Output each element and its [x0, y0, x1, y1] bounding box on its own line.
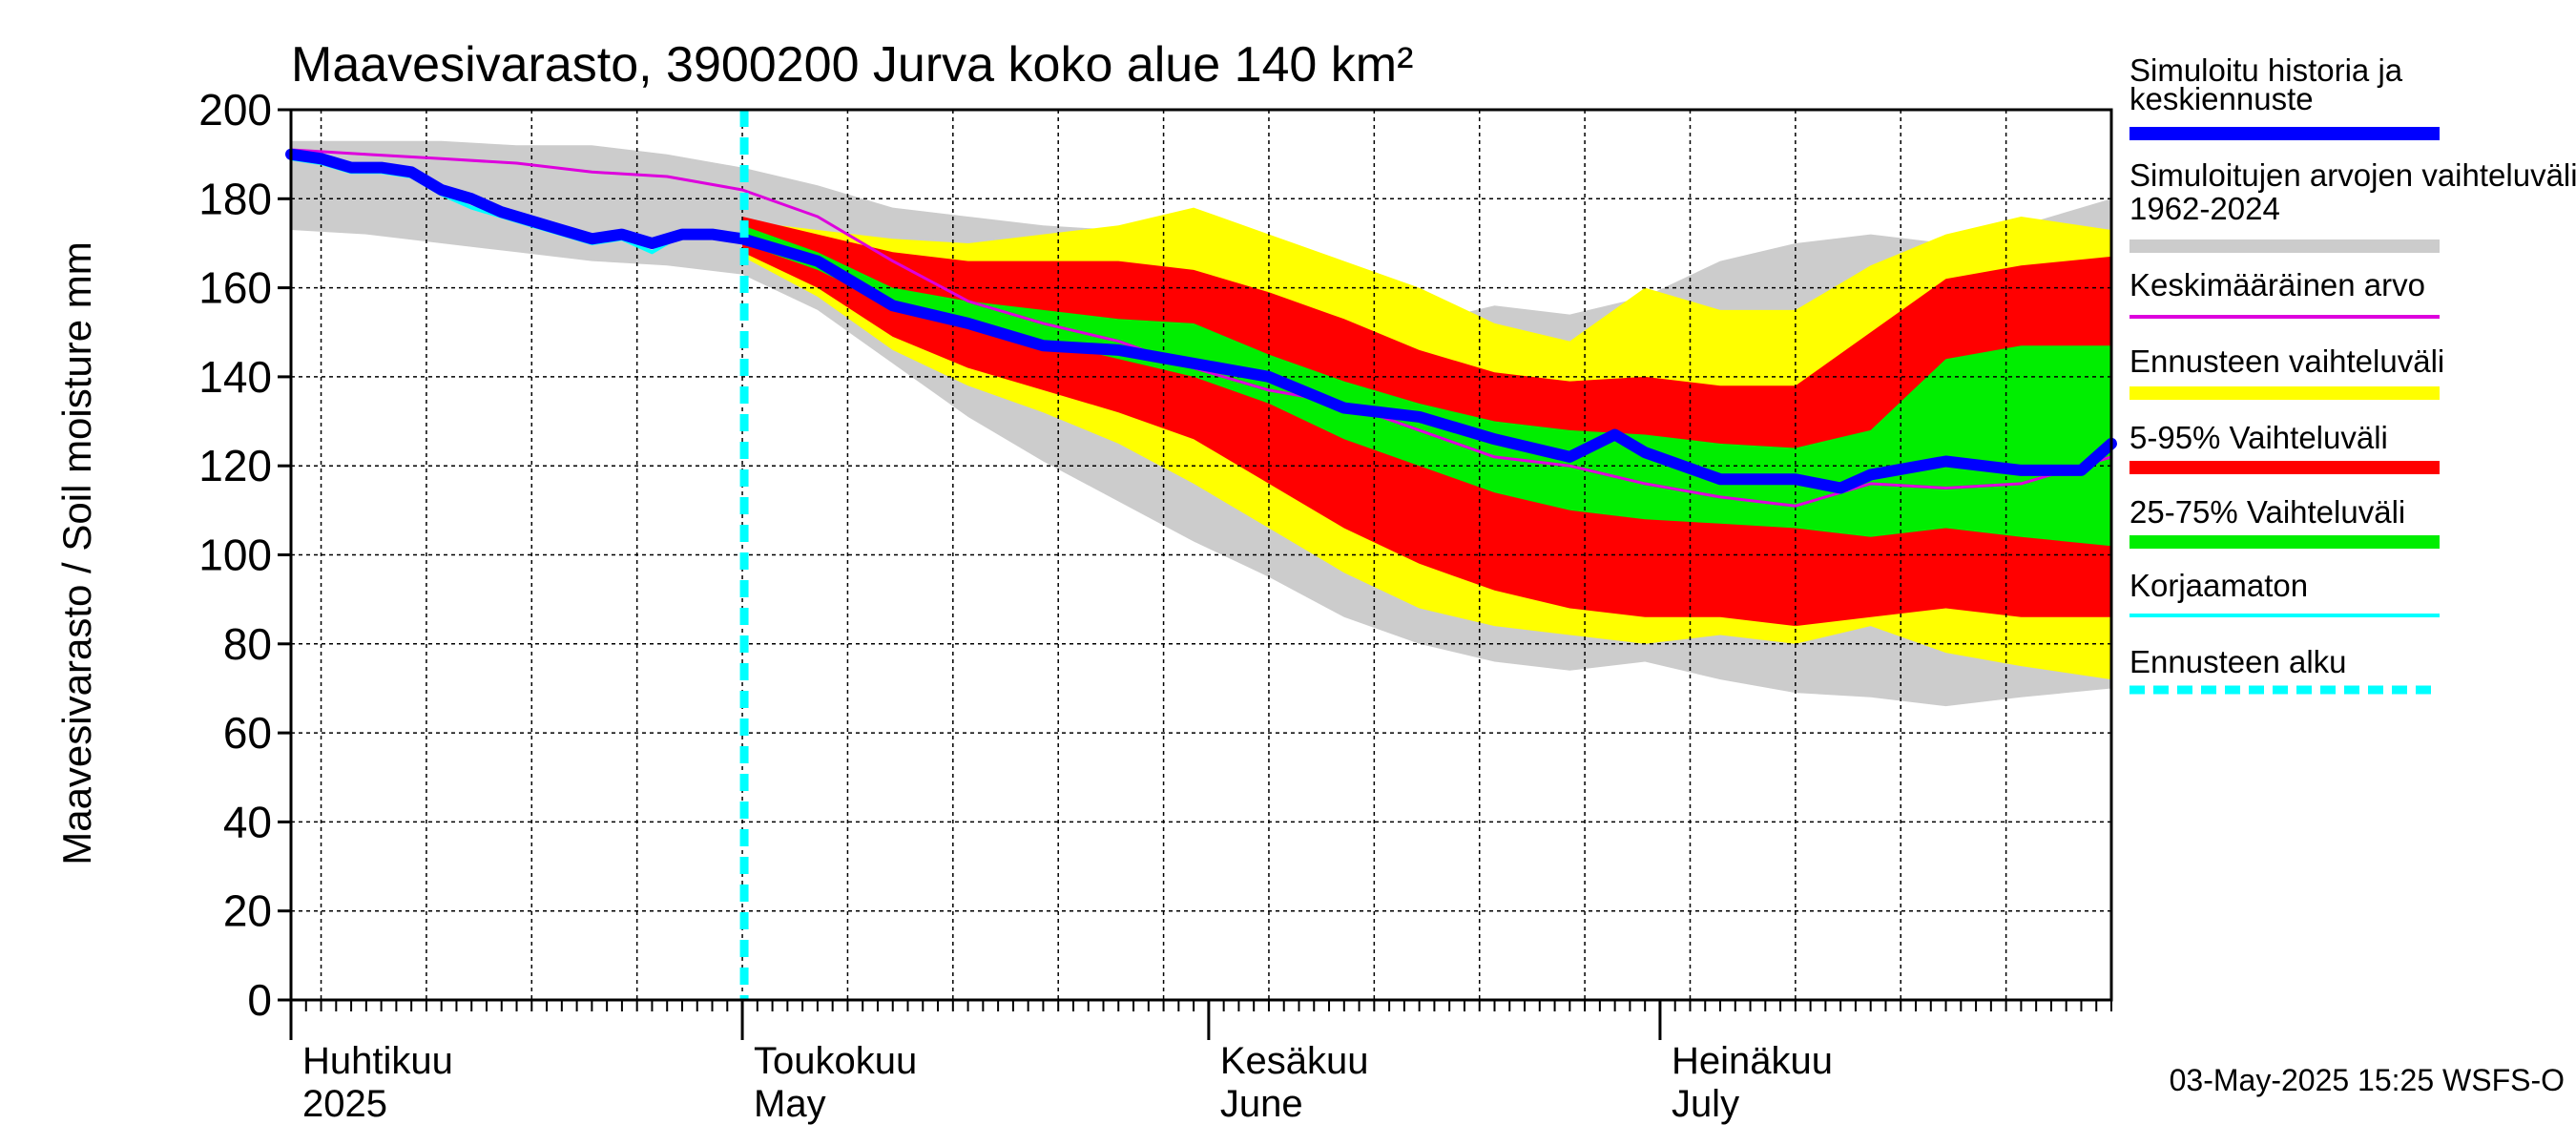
x-month-label-en: May — [754, 1083, 826, 1125]
x-month-label: Heinäkuu — [1672, 1040, 1833, 1082]
x-month-label-en: June — [1220, 1083, 1303, 1125]
chart-title: Maavesivarasto, 3900200 Jurva koko alue … — [291, 37, 1413, 93]
legend-label: Ennusteen alku — [2129, 644, 2347, 679]
x-month-label: Kesäkuu — [1220, 1040, 1369, 1082]
y-tick-label: 200 — [198, 85, 272, 135]
percentile-25-75-band — [742, 225, 2111, 547]
x-month-label-en: 2025 — [302, 1083, 387, 1125]
legend-label: Simuloitu historia ja keskiennuste — [2129, 52, 2403, 116]
y-tick-label: 140 — [198, 352, 272, 402]
y-axis-label: Maavesivarasto / Soil moisture mm — [54, 241, 99, 865]
legend-item: Ennusteen alku — [2129, 644, 2440, 695]
y-tick-label: 20 — [223, 886, 272, 936]
legend-label-line: Simuloitu historia ja — [2129, 52, 2403, 88]
y-tick-label: 100 — [198, 531, 272, 580]
x-month-label: Huhtikuu — [302, 1040, 453, 1082]
y-tick-label: 120 — [198, 441, 272, 490]
x-month-label: Toukokuu — [754, 1040, 917, 1082]
legend-item: Keskimääräinen arvo — [2129, 267, 2440, 319]
line-layer — [285, 110, 2117, 1000]
simulated-median-line — [285, 148, 2117, 494]
y-tick-label: 0 — [247, 975, 272, 1025]
legend-label: 25-75% Vaihteluväli — [2129, 494, 2405, 530]
y-tick-label: 180 — [198, 174, 272, 223]
legend-label: 5-95% Vaihteluväli — [2129, 420, 2388, 455]
y-tick-label: 40 — [223, 797, 272, 846]
legend-item: Ennusteen vaihteluväli — [2129, 344, 2444, 400]
legend-item: Simuloitu historia ja keskiennuste — [2129, 52, 2440, 140]
y-tick-label: 80 — [223, 619, 272, 669]
legend-item: Simuloitujen arvojen vaihteluväli 1962-20… — [2129, 157, 2576, 253]
legend: Simuloitu historia ja keskiennusteSimuloi… — [2129, 52, 2576, 695]
legend-item: 5-95% Vaihteluväli — [2129, 420, 2440, 474]
y-tick-label: 60 — [223, 708, 272, 758]
legend-label: Keskimääräinen arvo — [2129, 267, 2425, 302]
legend-item: Korjaamaton — [2129, 568, 2440, 617]
x-month-label-en: July — [1672, 1083, 1739, 1125]
legend-label-line: keskiennuste — [2129, 81, 2314, 116]
legend-label: Ennusteen vaihteluväli — [2129, 344, 2444, 379]
y-tick-label: 160 — [198, 263, 272, 313]
footer-timestamp: 03-May-2025 15:25 WSFS-O — [2170, 1063, 2565, 1097]
legend-label: Simuloitujen arvojen vaihteluväli 1962-20… — [2129, 157, 2576, 226]
legend-item: 25-75% Vaihteluväli — [2129, 494, 2440, 549]
legend-label-line: Simuloitujen arvojen vaihteluväli — [2129, 157, 2576, 193]
legend-label: Korjaamaton — [2129, 568, 2308, 603]
legend-label-line: 1962-2024 — [2129, 191, 2280, 226]
